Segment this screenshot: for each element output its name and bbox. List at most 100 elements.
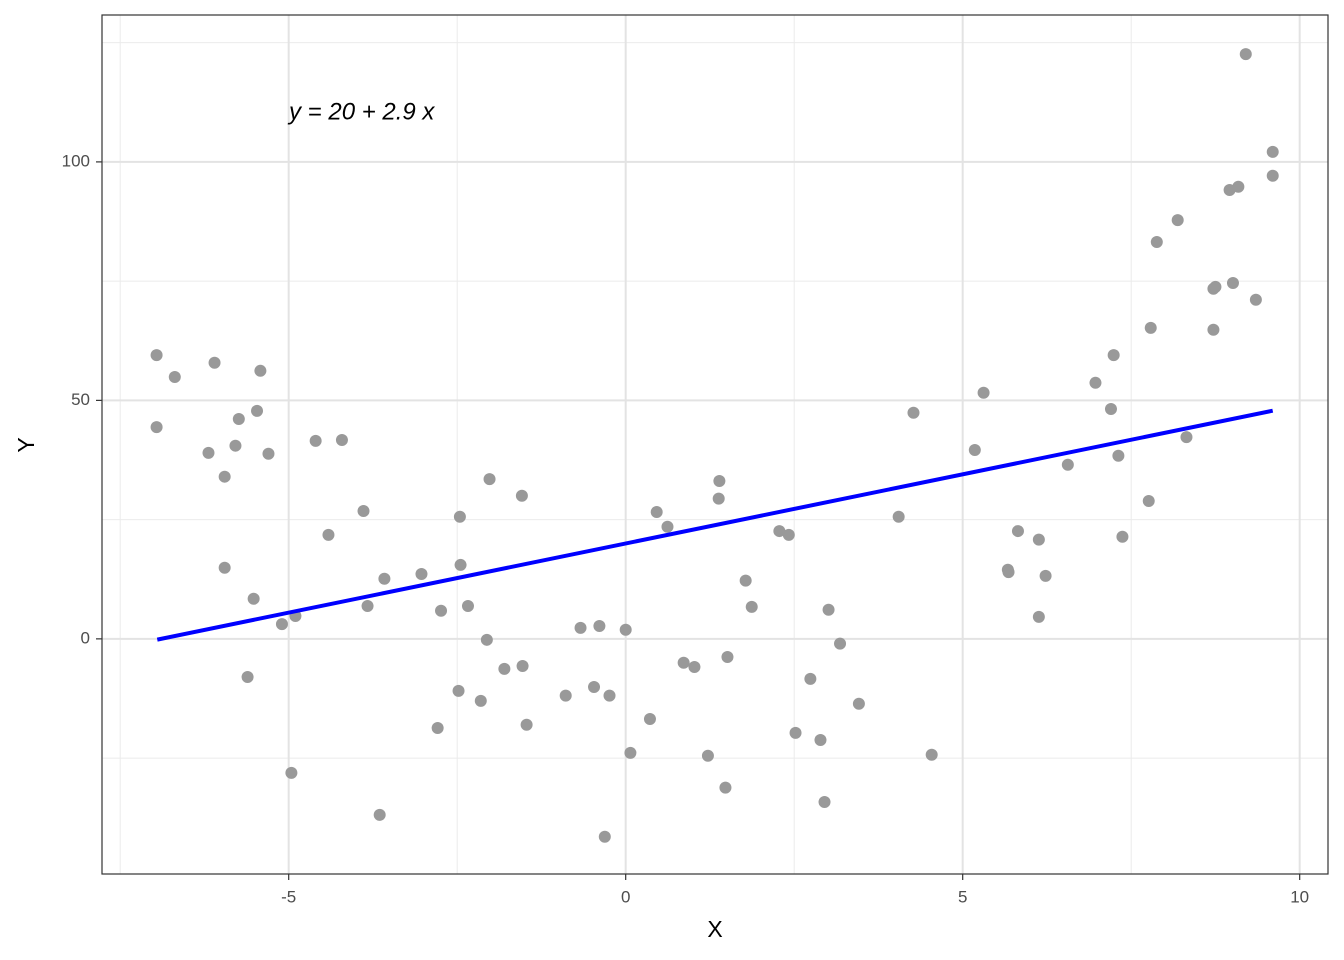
point <box>415 567 428 580</box>
point <box>1011 525 1024 538</box>
point <box>822 603 835 616</box>
point <box>739 574 752 587</box>
point <box>1002 566 1015 579</box>
point <box>588 681 601 694</box>
point <box>1150 236 1163 249</box>
point <box>431 722 444 735</box>
point <box>1144 321 1157 334</box>
point <box>574 621 587 634</box>
point <box>1089 376 1102 389</box>
point <box>1249 293 1262 306</box>
point <box>168 371 181 384</box>
point <box>1239 48 1252 61</box>
point <box>1032 610 1045 623</box>
point <box>1226 277 1239 290</box>
point <box>712 492 725 505</box>
point <box>834 637 847 650</box>
point <box>968 443 981 456</box>
point <box>454 558 467 571</box>
x-tick-label: 0 <box>621 887 630 906</box>
point <box>907 406 920 419</box>
point <box>1207 323 1220 336</box>
point <box>516 660 529 673</box>
point <box>254 364 267 377</box>
point <box>1266 145 1279 158</box>
point <box>789 726 802 739</box>
point <box>474 694 487 707</box>
point <box>977 386 990 399</box>
point <box>232 412 245 425</box>
point <box>603 689 616 702</box>
point <box>773 525 786 538</box>
point <box>925 748 938 761</box>
point <box>1061 458 1074 471</box>
point <box>357 505 370 518</box>
point <box>275 618 288 631</box>
point <box>515 489 528 502</box>
y-tick-label: 0 <box>81 628 90 647</box>
point <box>677 656 690 669</box>
point <box>1142 495 1155 508</box>
point <box>218 561 231 574</box>
point <box>373 808 386 821</box>
point <box>1209 280 1222 293</box>
point <box>262 447 275 460</box>
point <box>1180 431 1193 444</box>
point <box>818 795 831 808</box>
y-axis-title: Y <box>13 437 39 452</box>
point <box>241 671 254 684</box>
point <box>150 421 163 434</box>
point <box>598 830 611 843</box>
point <box>782 528 795 541</box>
panel-border <box>101 14 1329 875</box>
point <box>1107 349 1120 362</box>
y-tick-label: 100 <box>62 151 90 170</box>
x-tick-label: 10 <box>1290 887 1309 906</box>
point <box>643 712 656 725</box>
point <box>892 510 905 523</box>
point <box>335 433 348 446</box>
point <box>650 505 663 518</box>
point <box>1039 569 1052 582</box>
point <box>852 697 865 710</box>
point <box>229 439 242 452</box>
grid <box>102 15 1328 874</box>
point <box>251 404 264 417</box>
y-tick-label: 50 <box>71 390 90 409</box>
point <box>624 746 637 759</box>
point <box>814 733 827 746</box>
point <box>461 599 474 612</box>
point <box>1116 530 1129 543</box>
x-tick-label: 5 <box>958 887 967 906</box>
point <box>480 633 493 646</box>
point <box>309 434 322 447</box>
point <box>719 781 732 794</box>
point <box>804 672 817 685</box>
point <box>285 766 298 779</box>
regression-line <box>156 408 1274 642</box>
point <box>1112 449 1125 462</box>
point <box>520 718 533 731</box>
equation-annotation: y = 20 + 2.9 x <box>287 98 435 125</box>
point <box>435 604 448 617</box>
point <box>688 661 701 674</box>
point <box>378 572 391 585</box>
point <box>593 619 606 632</box>
point <box>701 749 714 762</box>
point <box>208 356 221 369</box>
point <box>745 600 758 613</box>
point <box>218 470 231 483</box>
point <box>559 689 572 702</box>
point <box>619 623 632 636</box>
point <box>721 650 734 663</box>
point <box>1266 169 1279 182</box>
point <box>150 349 163 362</box>
point <box>661 520 674 533</box>
point <box>498 662 511 675</box>
point <box>1171 214 1184 227</box>
point <box>452 684 465 697</box>
point <box>361 599 374 612</box>
point <box>1032 533 1045 546</box>
